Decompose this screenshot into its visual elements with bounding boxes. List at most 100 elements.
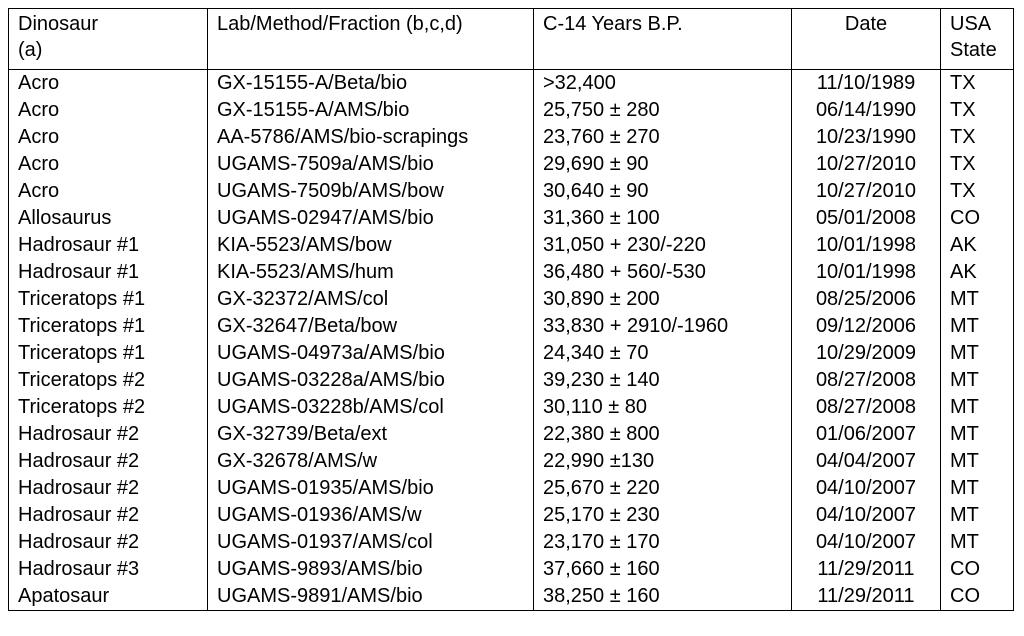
table-row: Acro GX-15155-A/AMS/bio 25,750 ± 280 06/14/… (8, 97, 1014, 124)
table-cell: 37,660 ± 160 (533, 556, 792, 583)
table-cell: 08/25/2006 (791, 286, 941, 313)
table-cell: 06/14/1990 (791, 97, 941, 124)
table-cell: AK (940, 232, 1014, 259)
table-row: Apatosaur UGAMS-9891/AMS/bio 38,250 ± 160 1… (8, 583, 1014, 611)
table-cell: GX-15155-A/AMS/bio (207, 97, 534, 124)
table-cell: Triceratops #1 (8, 286, 208, 313)
table-row: Hadrosaur #2 GX-32739/Beta/ext 22,380 ± 80… (8, 421, 1014, 448)
table-cell: 30,890 ± 200 (533, 286, 792, 313)
table-cell: >32,400 (533, 69, 792, 97)
table-cell: 36,480 + 560/-530 (533, 259, 792, 286)
header-cell: C-14 Years B.P. (533, 8, 792, 70)
table-cell: 04/10/2007 (791, 475, 941, 502)
table-cell: Apatosaur (8, 583, 208, 611)
table-cell: UGAMS-01936/AMS/w (207, 502, 534, 529)
header-cell: Date (791, 8, 941, 70)
table-row: Hadrosaur #3 UGAMS-9893/AMS/bio 37,660 ± 1… (8, 556, 1014, 583)
table-cell: Hadrosaur #2 (8, 529, 208, 556)
table-cell: Triceratops #2 (8, 394, 208, 421)
table-cell: Hadrosaur #2 (8, 421, 208, 448)
table-cell: TX (940, 124, 1014, 151)
table-cell: Triceratops #1 (8, 340, 208, 367)
table-cell: GX-32647/Beta/bow (207, 313, 534, 340)
table-cell: UGAMS-03228a/AMS/bio (207, 367, 534, 394)
table-cell: MT (940, 313, 1014, 340)
table-cell: TX (940, 69, 1014, 97)
table-cell: 11/29/2011 (791, 583, 941, 611)
table-cell: KIA-5523/AMS/hum (207, 259, 534, 286)
table-row: Acro UGAMS-7509a/AMS/bio 29,690 ± 90 10/27/… (8, 151, 1014, 178)
table-row: Triceratops #2 UGAMS-03228b/AMS/col 30,110… (8, 394, 1014, 421)
table-row: Hadrosaur #2 UGAMS-01935/AMS/bio 25,670 ± … (8, 475, 1014, 502)
table-cell: TX (940, 178, 1014, 205)
table-cell: MT (940, 502, 1014, 529)
table-cell: Hadrosaur #2 (8, 502, 208, 529)
table-cell: 31,050 + 230/-220 (533, 232, 792, 259)
table-row: Triceratops #1 GX-32372/AMS/col 30,890 ± 2… (8, 286, 1014, 313)
table-cell: MT (940, 340, 1014, 367)
header-text: Dinosaur (18, 13, 99, 35)
table-cell: GX-32739/Beta/ext (207, 421, 534, 448)
table-cell: 31,360 ± 100 (533, 205, 792, 232)
table-cell: CO (940, 205, 1014, 232)
table-cell: Hadrosaur #1 (8, 232, 208, 259)
table-row: Hadrosaur #2 GX-32678/AMS/w 22,990 ±130 04/… (8, 448, 1014, 475)
table-row: Allosaurus UGAMS-02947/AMS/bio 31,360 ± 10… (8, 205, 1014, 232)
header-text: Lab/Method/Fraction (b,c,d) (217, 13, 463, 35)
table-cell: Acro (8, 69, 208, 97)
table-cell: Acro (8, 178, 208, 205)
table-cell: 10/23/1990 (791, 124, 941, 151)
table-cell: UGAMS-9893/AMS/bio (207, 556, 534, 583)
header-text: C-14 Years B.P. (543, 13, 683, 35)
table-cell: GX-15155-A/Beta/bio (207, 69, 534, 97)
table-cell: 25,170 ± 230 (533, 502, 792, 529)
table-cell: 22,380 ± 800 (533, 421, 792, 448)
table-cell: Hadrosaur #3 (8, 556, 208, 583)
table-cell: 01/06/2007 (791, 421, 941, 448)
radiocarbon-table: Dinosaur (a) Lab/Method/Fraction (b,c,d) C-… (8, 8, 1014, 611)
table-cell: GX-32372/AMS/col (207, 286, 534, 313)
table-cell: UGAMS-7509b/AMS/bow (207, 178, 534, 205)
table-cell: 10/27/2010 (791, 151, 941, 178)
table-cell: MT (940, 286, 1014, 313)
table-cell: Acro (8, 124, 208, 151)
table-row: Hadrosaur #1 KIA-5523/AMS/bow 31,050 + 230… (8, 232, 1014, 259)
table-cell: MT (940, 448, 1014, 475)
header-cell: USA State (940, 8, 1014, 70)
table-cell: TX (940, 97, 1014, 124)
table-row: Acro UGAMS-7509b/AMS/bow 30,640 ± 90 10/27/… (8, 178, 1014, 205)
table-cell: Triceratops #1 (8, 313, 208, 340)
table-cell: AK (940, 259, 1014, 286)
table-row: Triceratops #2 UGAMS-03228a/AMS/bio 39,230… (8, 367, 1014, 394)
table-cell: Hadrosaur #2 (8, 475, 208, 502)
table-cell: 25,670 ± 220 (533, 475, 792, 502)
table-row: Triceratops #1 GX-32647/Beta/bow 33,830 + … (8, 313, 1014, 340)
table-cell: 04/10/2007 (791, 502, 941, 529)
table-cell: 05/01/2008 (791, 205, 941, 232)
table-cell: MT (940, 529, 1014, 556)
header-text: (a) (18, 39, 43, 61)
table-cell: 29,690 ± 90 (533, 151, 792, 178)
table-cell: 10/01/1998 (791, 232, 941, 259)
table-cell: GX-32678/AMS/w (207, 448, 534, 475)
table-cell: 38,250 ± 160 (533, 583, 792, 611)
table-cell: UGAMS-01935/AMS/bio (207, 475, 534, 502)
table-row: Triceratops #1 UGAMS-04973a/AMS/bio 24,340… (8, 340, 1014, 367)
table-cell: Hadrosaur #1 (8, 259, 208, 286)
table-cell: 25,750 ± 280 (533, 97, 792, 124)
header-row: Dinosaur (a) Lab/Method/Fraction (b,c,d) C-… (8, 8, 1014, 70)
table-cell: UGAMS-04973a/AMS/bio (207, 340, 534, 367)
table-cell: 04/10/2007 (791, 529, 941, 556)
table-cell: 04/04/2007 (791, 448, 941, 475)
table-cell: Acro (8, 151, 208, 178)
table-row: Hadrosaur #2 UGAMS-01937/AMS/col 23,170 ± … (8, 529, 1014, 556)
table-cell: 23,760 ± 270 (533, 124, 792, 151)
table-cell: UGAMS-7509a/AMS/bio (207, 151, 534, 178)
table-row: Hadrosaur #1 KIA-5523/AMS/hum 36,480 + 560… (8, 259, 1014, 286)
table-cell: TX (940, 151, 1014, 178)
table-cell: MT (940, 394, 1014, 421)
table-cell: 10/29/2009 (791, 340, 941, 367)
table-row: Acro GX-15155-A/Beta/bio >32,400 11/10/1989… (8, 69, 1014, 97)
table-cell: Triceratops #2 (8, 367, 208, 394)
